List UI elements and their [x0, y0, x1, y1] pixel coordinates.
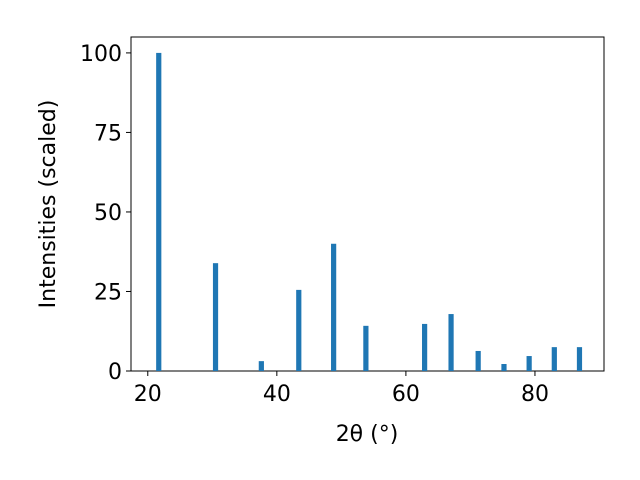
bar — [422, 323, 428, 371]
bar — [331, 243, 337, 371]
y-tick-label: 75 — [94, 121, 122, 146]
x-axis-label: 2θ (°) — [336, 422, 399, 447]
x-tick-label: 20 — [134, 382, 162, 407]
x-tick-label: 80 — [521, 382, 549, 407]
x-tick-label: 40 — [263, 382, 291, 407]
bar — [296, 289, 302, 371]
bar — [576, 347, 583, 371]
bar — [258, 361, 264, 371]
bar — [448, 314, 454, 371]
y-axis-label: Intensities (scaled) — [36, 100, 61, 309]
y-tick-label: 100 — [80, 42, 122, 67]
bar — [212, 263, 219, 371]
y-tick-label: 0 — [108, 360, 122, 385]
plot-frame — [130, 36, 605, 372]
y-tick-label: 50 — [94, 201, 122, 226]
bar — [156, 52, 162, 372]
bar — [363, 325, 369, 371]
bar — [501, 364, 507, 371]
bar — [526, 356, 532, 371]
y-tick-label: 25 — [94, 280, 122, 305]
x-tick-label: 60 — [392, 382, 420, 407]
bar — [475, 350, 481, 371]
bar — [551, 347, 557, 371]
